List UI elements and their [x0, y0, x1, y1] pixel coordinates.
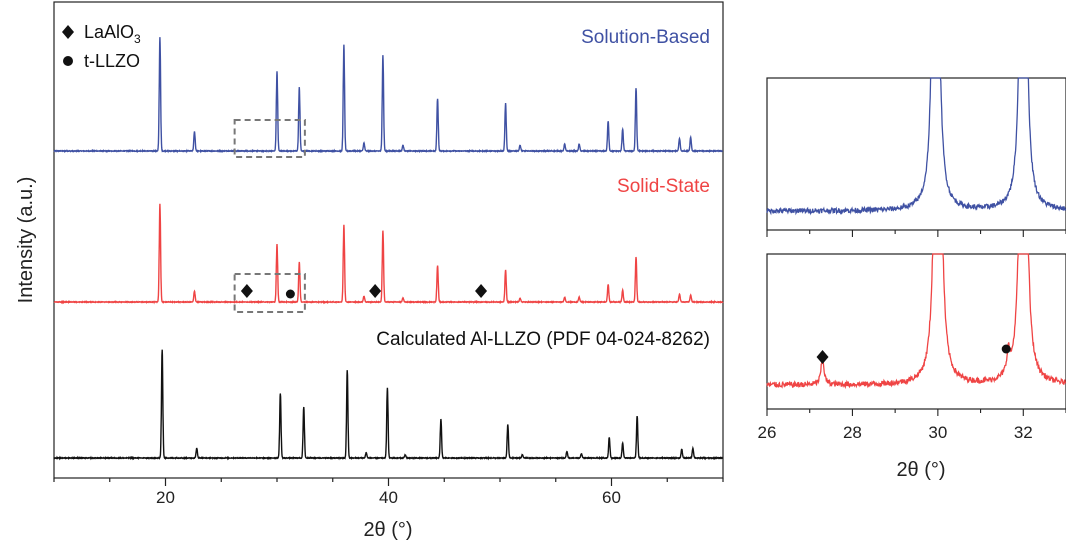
x-tick-label: 40	[379, 488, 398, 507]
x-tick-label: 20	[156, 488, 175, 507]
inset-series	[766, 77, 1066, 390]
x-tick-label: 60	[602, 488, 621, 507]
inset-phase-markers	[816, 344, 1011, 364]
series-label-solution-based: Solution-Based	[581, 27, 710, 48]
series-line-2	[53, 349, 724, 461]
inset-x-tick-label: 32	[1014, 423, 1033, 442]
zoom-box-1	[233, 273, 306, 313]
inset-x-tick-label: 26	[758, 423, 777, 442]
main-xrd-plot: 20 40 60 2θ (°) Intensity (a.u.) LaAlO3 t-…	[15, 1, 724, 541]
circle-marker-1	[285, 289, 295, 299]
diamond-marker-3	[475, 284, 488, 298]
inset-line-0	[766, 77, 1066, 216]
diamond-marker-0	[240, 284, 253, 298]
series-label-solid-state: Solid-State	[617, 176, 710, 197]
diamond-marker-2	[369, 284, 382, 298]
inset-top-frame	[766, 77, 1066, 231]
series-line-0	[53, 37, 723, 154]
main-y-axis-label: Intensity (a.u.)	[15, 177, 37, 304]
main-x-axis: 20 40 60	[53, 478, 724, 507]
phase-markers	[240, 284, 488, 299]
legend-circle-icon	[63, 56, 73, 66]
inset-x-axis-label: 2θ (°)	[896, 459, 945, 481]
legend-lalo3-label: LaAlO3	[84, 22, 141, 46]
zoom-box-0	[233, 119, 306, 158]
legend: LaAlO3 t-LLZO	[62, 22, 141, 71]
series-line-1	[53, 203, 724, 305]
main-plot-series	[53, 37, 724, 461]
series-label-calculated: Calculated Al-LLZO (PDF 04-024-8262)	[376, 329, 710, 350]
inset-bottom-frame	[766, 253, 1066, 410]
inset-x-tick-label: 30	[928, 423, 947, 442]
legend-tllzo-label: t-LLZO	[84, 51, 140, 71]
legend-diamond-icon	[62, 25, 74, 39]
inset-x-axis: 26 28 30 32	[758, 230, 1066, 442]
zoom-region-boxes	[233, 119, 306, 313]
inset-circle-marker	[1001, 344, 1011, 354]
zoom-inset-plots: 26 28 30 32 2θ (°)	[758, 77, 1066, 481]
inset-x-tick-label: 28	[843, 423, 862, 442]
main-x-axis-label: 2θ (°)	[363, 519, 412, 541]
inset-diamond-marker	[816, 350, 829, 364]
inset-line-1	[766, 253, 1066, 390]
